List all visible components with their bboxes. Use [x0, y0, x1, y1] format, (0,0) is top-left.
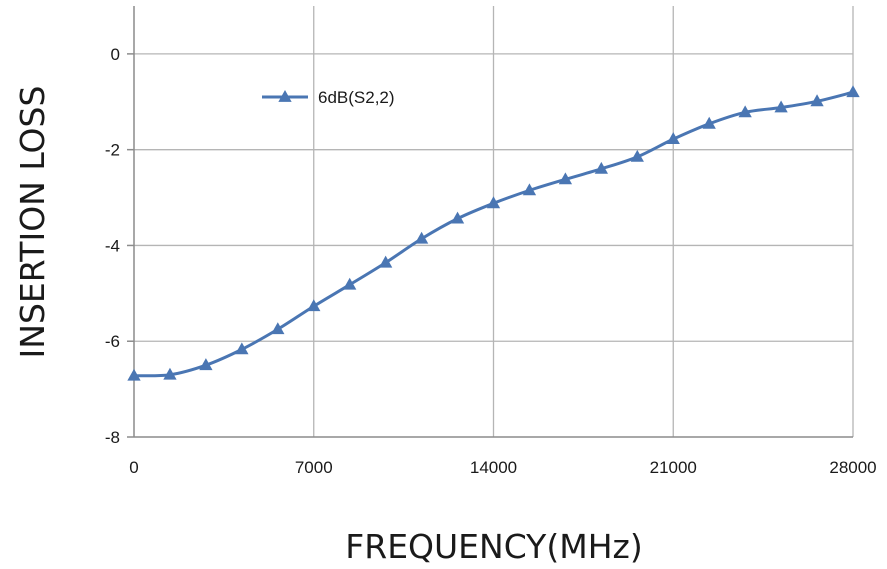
y-tick-label: -2 — [105, 141, 120, 160]
x-tick-label: 14000 — [470, 458, 517, 477]
data-point-marker — [810, 94, 824, 107]
y-axis-title: INSERTION LOSS — [13, 86, 52, 359]
data-point-marker — [343, 277, 357, 290]
y-tick-label: -8 — [105, 428, 120, 447]
y-tick-labels: 0 -2 -4 -6 -8 — [105, 45, 120, 447]
data-point-marker — [594, 161, 608, 174]
data-point-marker — [522, 183, 537, 196]
data-point-marker — [846, 85, 860, 98]
data-point-marker — [307, 299, 321, 312]
x-tick-label: 21000 — [650, 458, 697, 477]
y-tick-label: -6 — [105, 332, 120, 351]
legend: 6dB(S2,2) — [262, 88, 395, 107]
data-point-marker — [666, 132, 680, 145]
y-tick-label: 0 — [111, 45, 120, 64]
data-point-marker — [379, 255, 393, 268]
x-tick-labels: 0 7000 14000 21000 28000 — [129, 458, 876, 477]
data-point-marker — [163, 367, 177, 380]
x-axis-title: FREQUENCY(MHz) — [345, 527, 642, 566]
data-point-marker — [127, 368, 141, 381]
x-tick-label: 7000 — [295, 458, 333, 477]
legend-marker — [278, 90, 292, 102]
data-point-marker — [486, 196, 501, 209]
data-point-marker — [702, 116, 716, 129]
x-tick-label: 28000 — [829, 458, 876, 477]
plot-frame — [127, 6, 854, 438]
data-point-marker — [199, 358, 213, 371]
data-point-marker — [414, 231, 429, 244]
grid — [134, 6, 853, 437]
legend-label: 6dB(S2,2) — [318, 88, 395, 107]
data-point-marker — [738, 105, 752, 118]
data-point-marker — [558, 172, 573, 185]
x-tick-label: 0 — [129, 458, 138, 477]
data-point-marker — [271, 322, 285, 335]
data-point-marker — [450, 211, 465, 224]
data-point-marker — [630, 149, 644, 162]
series-layer — [127, 85, 860, 381]
y-tick-label: -4 — [105, 236, 120, 255]
data-point-marker — [774, 100, 788, 113]
data-point-marker — [235, 342, 249, 355]
